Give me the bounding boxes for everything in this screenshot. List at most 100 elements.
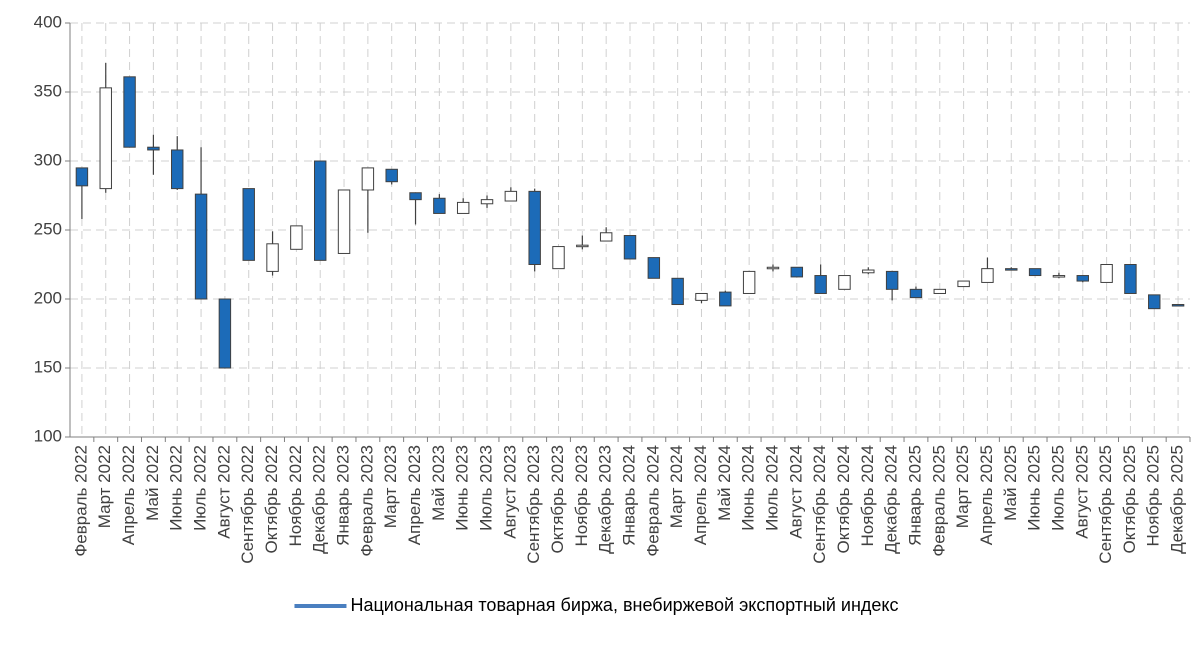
x-tick-label: Февраль 2025 [929,445,948,557]
x-tick-label: Февраль 2022 [71,445,90,557]
x-tick-label: Октябрь 2022 [262,445,281,553]
x-tick-label: Сентябрь 2022 [238,445,257,564]
x-tick-label: Апрель 2022 [119,445,138,545]
candle-body [552,246,565,270]
candle-body [361,167,375,191]
y-tick-label: 200 [34,288,62,307]
x-tick-label: Август 2023 [500,445,519,539]
y-tick-label: 250 [34,219,62,238]
x-tick-label: Сентябрь 2023 [524,445,543,564]
candle-body [838,275,851,290]
x-tick-label: Октябрь 2024 [834,445,853,553]
x-tick-label: Ноябрь 2023 [572,445,591,547]
candle-body [385,168,398,183]
candle-body [981,268,994,283]
y-tick-label: 350 [34,81,62,100]
candle-body [313,160,327,261]
candle-body [171,149,184,190]
candle-body [814,275,827,294]
candle-body [885,270,899,290]
x-tick-label: Октябрь 2025 [1120,445,1139,553]
candle-body [194,193,208,300]
x-tick-label: Июнь 2023 [453,445,472,531]
candle-body [1100,264,1113,283]
x-tick-label: Июль 2025 [1048,445,1067,531]
x-tick-label: Сентябрь 2024 [810,445,829,564]
candle-body [147,146,160,151]
candle-body [623,235,637,260]
x-tick-label: Май 2023 [429,445,448,521]
x-tick-label: Март 2023 [381,445,400,528]
x-tick-label: Март 2022 [95,445,114,528]
x-tick-label: Январь 2025 [905,445,924,546]
y-tick-label: 150 [34,357,62,376]
x-tick-label: Февраль 2024 [643,445,662,557]
legend-label: Национальная товарная биржа, внебиржевой… [350,595,898,615]
candle-body [790,266,804,278]
x-tick-label: Март 2025 [953,445,972,528]
x-tick-label: Октябрь 2023 [548,445,567,553]
candle-body [218,298,232,369]
y-tick-label: 300 [34,150,62,169]
candle-body [337,189,351,254]
x-tick-label: Январь 2024 [619,445,638,546]
x-tick-label: Июль 2024 [762,445,781,531]
x-tick-label: Май 2022 [143,445,162,521]
x-tick-label: Май 2025 [1001,445,1020,521]
x-tick-label: Июль 2023 [477,445,496,531]
x-tick-label: Июнь 2022 [167,445,186,531]
x-tick-label: Февраль 2023 [357,445,376,557]
candle-body [456,201,470,214]
candle-body [123,76,136,148]
x-tick-label: Ноябрь 2025 [1144,445,1163,547]
x-tick-label: Июль 2022 [191,445,210,531]
y-tick-label: 100 [34,426,62,445]
x-tick-label: Декабрь 2023 [596,445,615,554]
candle-body [671,277,684,306]
candle-body [599,232,613,242]
x-tick-label: Июнь 2025 [1025,445,1044,531]
candle-body [647,257,661,279]
candle-body [75,167,89,187]
candle-body [766,266,780,270]
candle-body [719,291,732,307]
candle-body [1171,304,1185,307]
candle-body [1052,275,1066,278]
candle-body [909,288,923,299]
candle-body [528,190,541,265]
y-tick-label: 400 [34,12,62,31]
x-tick-label: Январь 2023 [334,445,353,546]
candle-body [742,270,756,294]
x-tick-label: Ноябрь 2024 [858,445,877,547]
candle-body [266,243,279,272]
x-tick-label: Август 2024 [786,445,805,539]
candle-body [480,199,494,205]
x-tick-label: Апрель 2024 [691,445,710,545]
candle-body [409,192,422,201]
candle-body [1028,268,1042,277]
candle-body [1148,294,1161,310]
candle-body [99,87,112,190]
x-tick-label: Апрель 2025 [977,445,996,545]
x-tick-label: Декабрь 2022 [310,445,329,554]
candle-body [1124,264,1137,294]
candle-body [576,244,589,248]
candle-body [862,269,875,274]
x-tick-label: Декабрь 2025 [1168,445,1187,554]
x-tick-label: Апрель 2023 [405,445,424,545]
x-tick-label: Август 2022 [214,445,233,539]
candle-body [957,280,970,288]
candle-body [1076,275,1089,282]
candle-body [433,197,446,214]
x-tick-label: Ноябрь 2022 [286,445,305,547]
candle-body [695,292,708,301]
x-tick-label: Март 2024 [667,445,686,528]
candle-body [504,190,518,202]
x-tick-label: Май 2024 [715,445,734,521]
x-tick-label: Декабрь 2024 [882,445,901,554]
x-tick-label: Июнь 2024 [739,445,758,531]
x-tick-label: Август 2025 [1072,445,1091,539]
x-tick-label: Сентябрь 2025 [1096,445,1115,564]
